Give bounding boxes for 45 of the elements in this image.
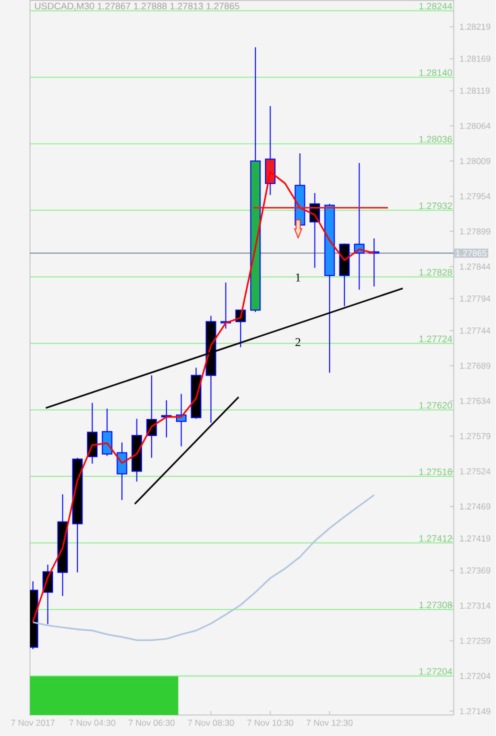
y-tick-label: 1.27524: [460, 468, 491, 474]
ref-line-label: 1.27828: [420, 268, 452, 276]
y-tick-label: 1.27369: [460, 567, 490, 574]
candlestick: [116, 442, 128, 501]
ref-line-label: 1.27516: [420, 468, 452, 476]
y-tick-label: 1.27954: [460, 193, 491, 200]
y-tick-label: 1.27899: [460, 228, 490, 234]
y-tick-label: 1.27419: [460, 535, 490, 542]
y-tick-label: 1.27579: [460, 433, 490, 440]
ref-line-label: 1.28036: [420, 136, 452, 143]
ref-line-label: 1.27412: [420, 535, 452, 542]
annotation: 2: [296, 338, 300, 346]
y-tick-label: 1.27314: [460, 602, 491, 609]
ref-line-label: 1.28140: [420, 69, 452, 76]
ref-line-label: 1.27204: [420, 668, 452, 675]
ref-line-label: 1.27932: [420, 202, 452, 210]
x-tick-label: 7 Nov 04:30: [70, 720, 116, 726]
x-tick-label: 7 Nov 06:30: [128, 720, 175, 726]
y-tick-label: 1.28064: [460, 122, 491, 129]
y-tick-label: 1.27259: [460, 638, 490, 644]
x-tick-label: 7 Nov 08:30: [188, 720, 234, 726]
y-tick-label: 1.27469: [460, 503, 490, 510]
y-tick-label: 1.27204: [460, 672, 491, 680]
y-tick-label: 1.28219: [460, 24, 490, 30]
chart-title: USDCAD,M30 1.27867 1.27888 1.27813 1.27865: [35, 2, 240, 10]
y-tick-label: 1.28009: [460, 158, 490, 164]
x-tick-label: 7 Nov 10:30: [248, 720, 294, 726]
x-tick-label: 7 Nov 12:30: [306, 720, 353, 726]
candlestick: [102, 408, 113, 456]
y-tick-label: 1.27149: [460, 708, 490, 714]
y-tick-label: 1.28119: [460, 88, 490, 94]
y-tick-label: 1.27689: [460, 362, 490, 369]
annotation: 1: [296, 274, 300, 282]
ref-line-label: 1.27865: [456, 250, 487, 256]
y-tick-label: 1.28169: [460, 56, 490, 62]
y-tick-label: 1.27744: [460, 328, 491, 334]
ref-line-label: 1.27308: [420, 602, 452, 608]
y-tick-label: 1.27794: [460, 296, 491, 302]
ref-line-label: 1.27620: [420, 402, 452, 409]
x-tick-label: 7 Nov 2017: [11, 720, 55, 726]
ref-line-label: 1.27724: [420, 336, 452, 342]
line-series: [32, 494, 376, 641]
y-tick-label: 1.27634: [460, 398, 491, 404]
ref-line-label: 1.28244: [420, 2, 452, 10]
y-tick-label: 1.27844: [460, 264, 491, 270]
